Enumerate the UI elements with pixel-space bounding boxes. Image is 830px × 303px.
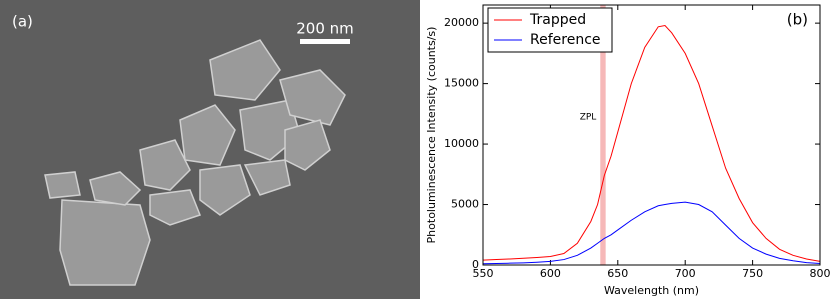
y-tick-label: 20000 bbox=[444, 16, 479, 29]
panel-label: (b) bbox=[787, 11, 808, 29]
scale-bar bbox=[300, 39, 350, 44]
y-tick-label: 15000 bbox=[444, 77, 479, 90]
annotation: ZPL bbox=[580, 113, 597, 123]
panel-label: (a) bbox=[12, 13, 33, 31]
y-tick-label: 10000 bbox=[444, 137, 479, 150]
legend-label: Trapped bbox=[529, 12, 586, 28]
x-tick-label: 800 bbox=[810, 267, 830, 280]
y-tick-label: 5000 bbox=[451, 198, 479, 211]
x-tick-label: 650 bbox=[607, 267, 628, 280]
series-line bbox=[483, 202, 820, 264]
y-axis-label: Photoluminescence Intensity (counts/s) bbox=[425, 27, 438, 244]
scale-bar-label: 200 nm bbox=[296, 20, 354, 38]
y-tick-label: 0 bbox=[472, 258, 479, 271]
x-tick-label: 750 bbox=[742, 267, 763, 280]
series-line bbox=[483, 26, 820, 262]
x-tick-label: 600 bbox=[540, 267, 561, 280]
legend-label: Reference bbox=[530, 32, 601, 48]
x-tick-label: 700 bbox=[675, 267, 696, 280]
x-axis-label: Wavelength (nm) bbox=[604, 284, 699, 297]
